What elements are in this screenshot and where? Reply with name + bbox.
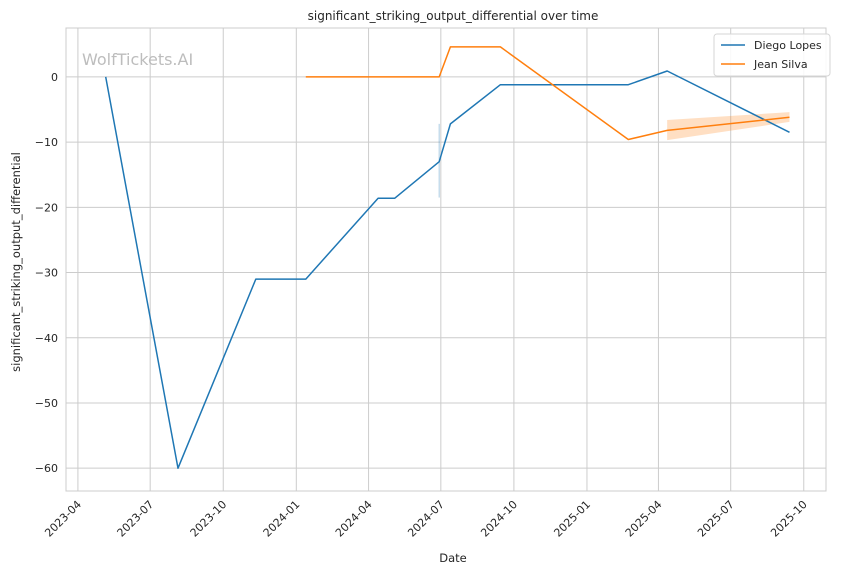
watermark: WolfTickets.AI — [82, 50, 193, 69]
legend: Diego Lopes Jean Silva — [713, 33, 831, 77]
series-line-diego-lopes — [104, 70, 790, 469]
legend-label-jean-silva: Jean Silva — [753, 58, 808, 71]
legend-label-diego-lopes: Diego Lopes — [754, 39, 822, 52]
y-tick-label: −50 — [35, 397, 58, 410]
series-line-jean-silva — [305, 46, 790, 141]
y-tick-label: −20 — [35, 201, 58, 214]
ci-band-jean-silva — [667, 112, 790, 141]
chart-title: significant_striking_output_differential… — [308, 9, 599, 23]
y-tick-label: 0 — [51, 71, 58, 84]
grid-lines — [66, 28, 826, 491]
y-tick-label: −30 — [35, 267, 58, 280]
y-tick-label: −60 — [35, 462, 58, 475]
series-lines — [104, 46, 790, 469]
x-axis-label: Date — [439, 551, 467, 565]
y-tick-label: −10 — [35, 136, 58, 149]
y-axis-label: significant_striking_output_differential — [9, 152, 23, 372]
y-tick-label: −40 — [35, 332, 58, 345]
plot-area-frame — [65, 27, 827, 492]
